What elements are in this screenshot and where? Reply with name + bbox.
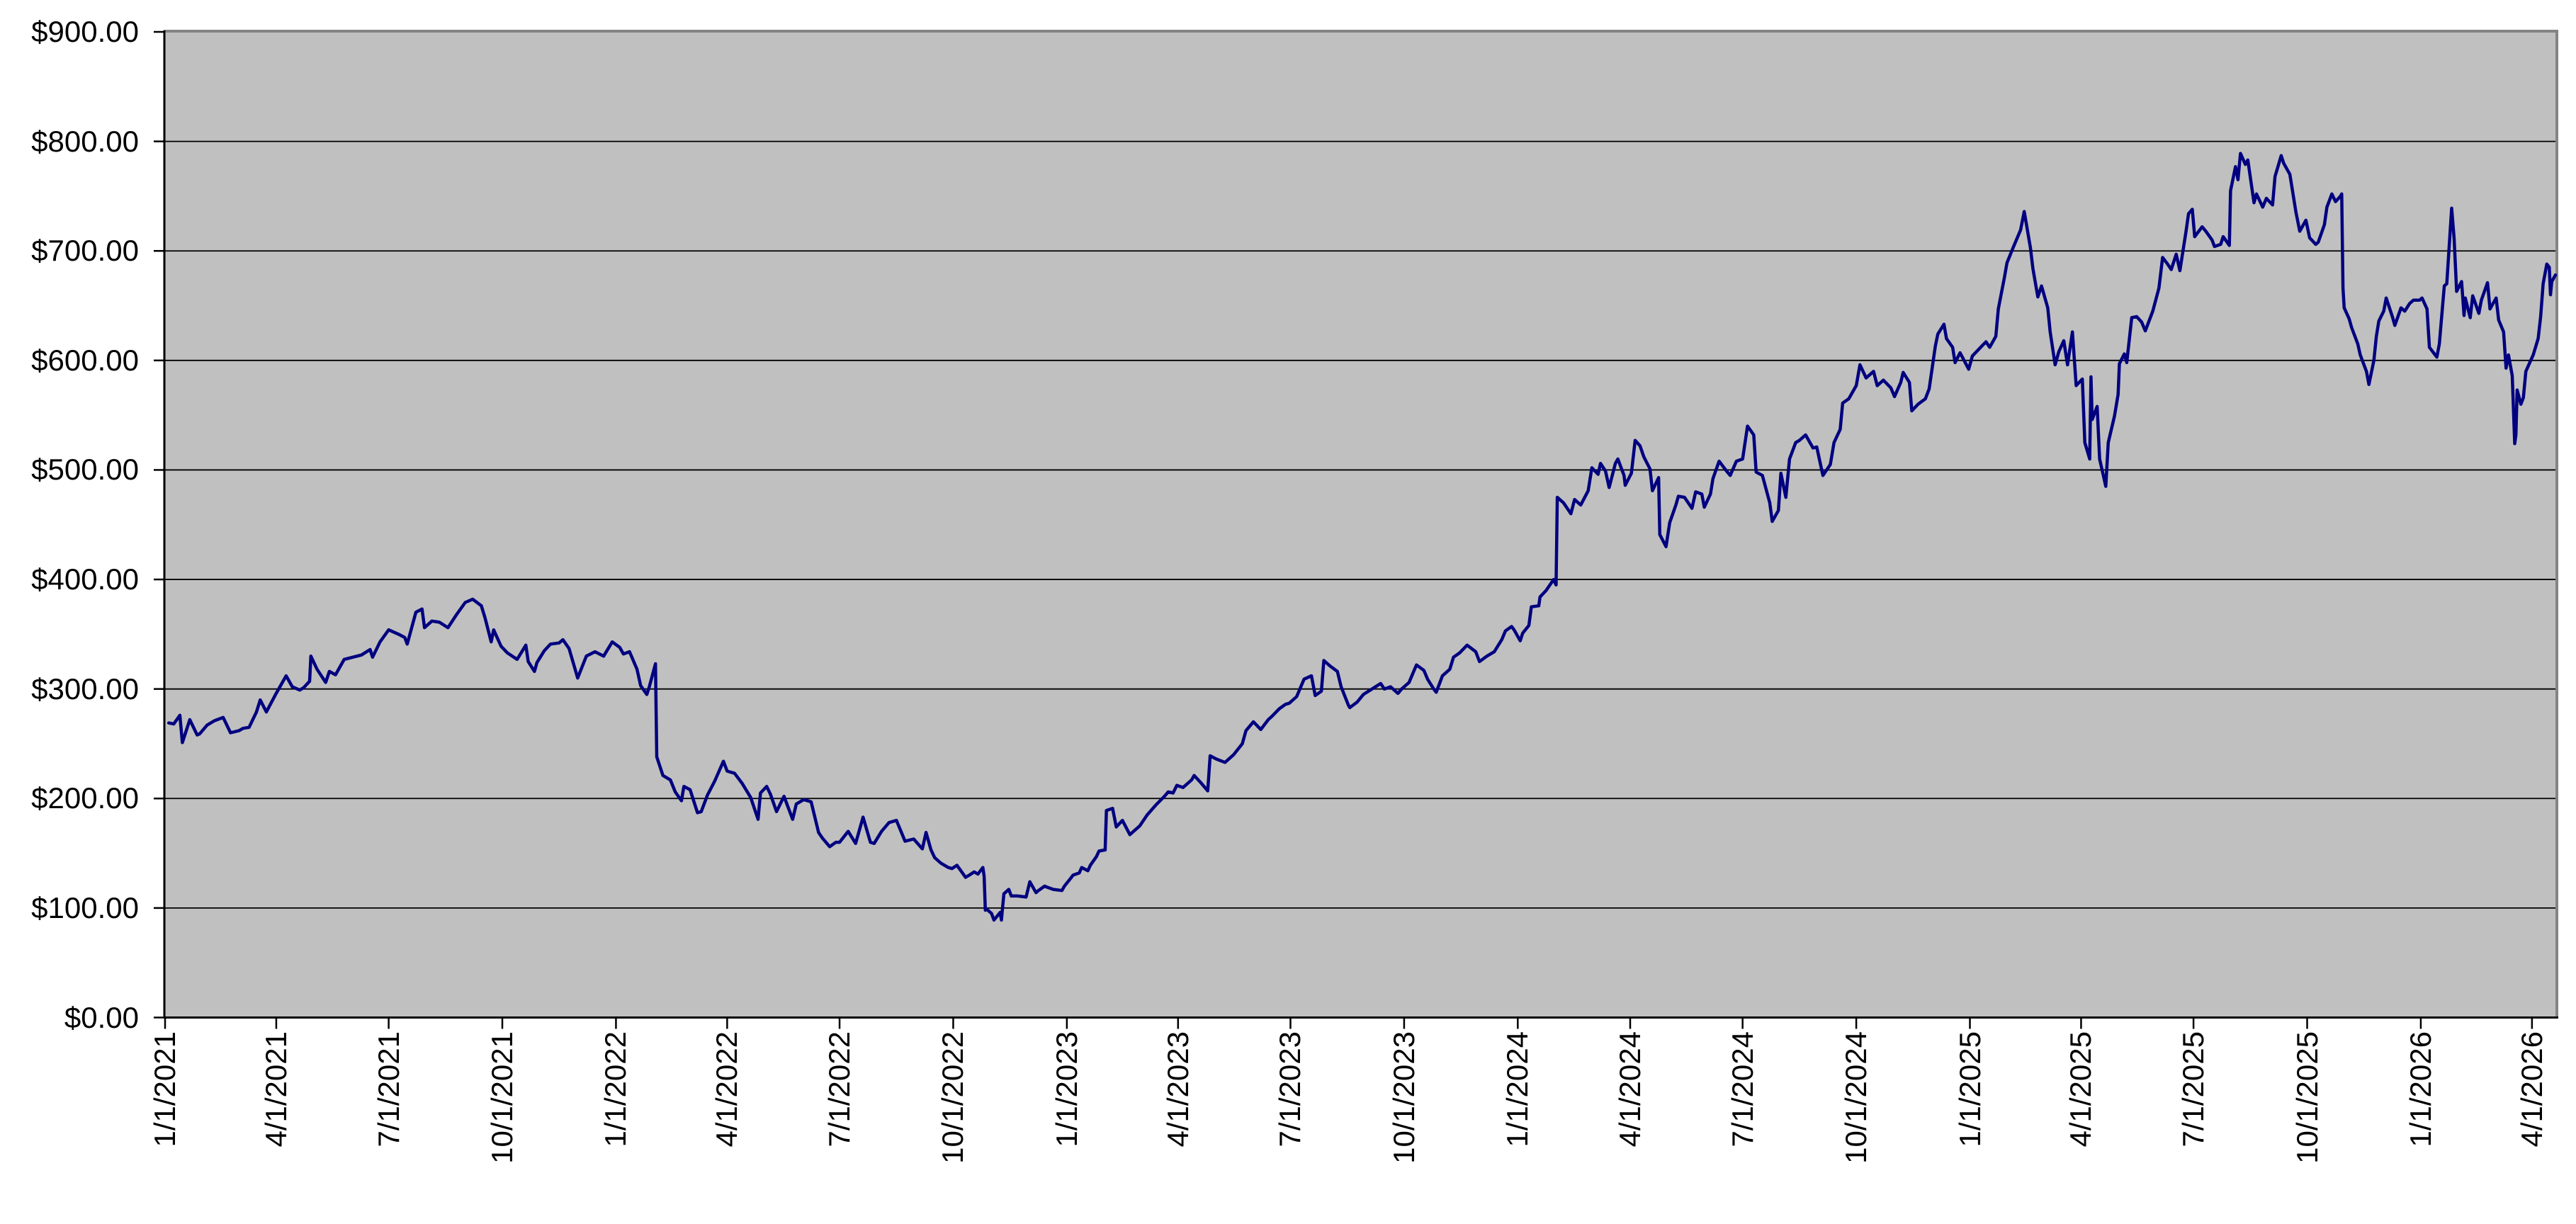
x-axis-label: 10/1/2022 — [936, 1031, 970, 1164]
x-axis-label: 1/1/2025 — [1953, 1031, 1987, 1148]
y-axis-label: $200.00 — [31, 781, 139, 815]
y-axis-label: $600.00 — [31, 343, 139, 377]
x-axis-label: 4/1/2023 — [1160, 1031, 1194, 1148]
x-axis-label: 4/1/2024 — [1612, 1031, 1646, 1148]
y-axis-label: $900.00 — [31, 15, 139, 48]
x-axis-label: 1/1/2022 — [599, 1031, 633, 1148]
x-axis-label: 10/1/2023 — [1386, 1031, 1420, 1164]
x-axis-label: 7/1/2021 — [371, 1031, 405, 1148]
x-axis-label: 1/1/2021 — [148, 1031, 181, 1148]
x-axis-label: 7/1/2022 — [823, 1031, 857, 1148]
x-axis-label: 4/1/2025 — [2064, 1031, 2098, 1148]
x-axis-label: 4/1/2021 — [259, 1031, 293, 1148]
y-axis-label: $500.00 — [31, 453, 139, 487]
x-axis-label: 1/1/2023 — [1049, 1031, 1083, 1148]
x-axis-label: 10/1/2021 — [485, 1031, 519, 1164]
x-axis-label: 4/1/2026 — [2514, 1031, 2548, 1148]
x-axis-label: 10/1/2025 — [2290, 1031, 2324, 1164]
x-axis-label: 1/1/2024 — [1501, 1031, 1535, 1148]
x-axis-label: 7/1/2023 — [1273, 1031, 1307, 1148]
y-axis-label: $100.00 — [31, 890, 139, 924]
x-axis-label: 1/1/2026 — [2403, 1031, 2437, 1148]
x-axis-label: 7/1/2025 — [2176, 1031, 2210, 1148]
y-axis-label: $300.00 — [31, 672, 139, 706]
x-axis-label: 10/1/2024 — [1839, 1031, 1873, 1164]
y-axis-label: $0.00 — [64, 1000, 139, 1034]
x-axis-label: 7/1/2024 — [1725, 1031, 1759, 1148]
price-line — [166, 152, 2558, 922]
y-axis-label: $700.00 — [31, 234, 139, 268]
y-axis-label: $800.00 — [31, 124, 139, 158]
x-axis-label: 4/1/2022 — [710, 1031, 744, 1148]
plot-area — [165, 32, 2555, 1018]
y-axis-label: $400.00 — [31, 562, 139, 596]
